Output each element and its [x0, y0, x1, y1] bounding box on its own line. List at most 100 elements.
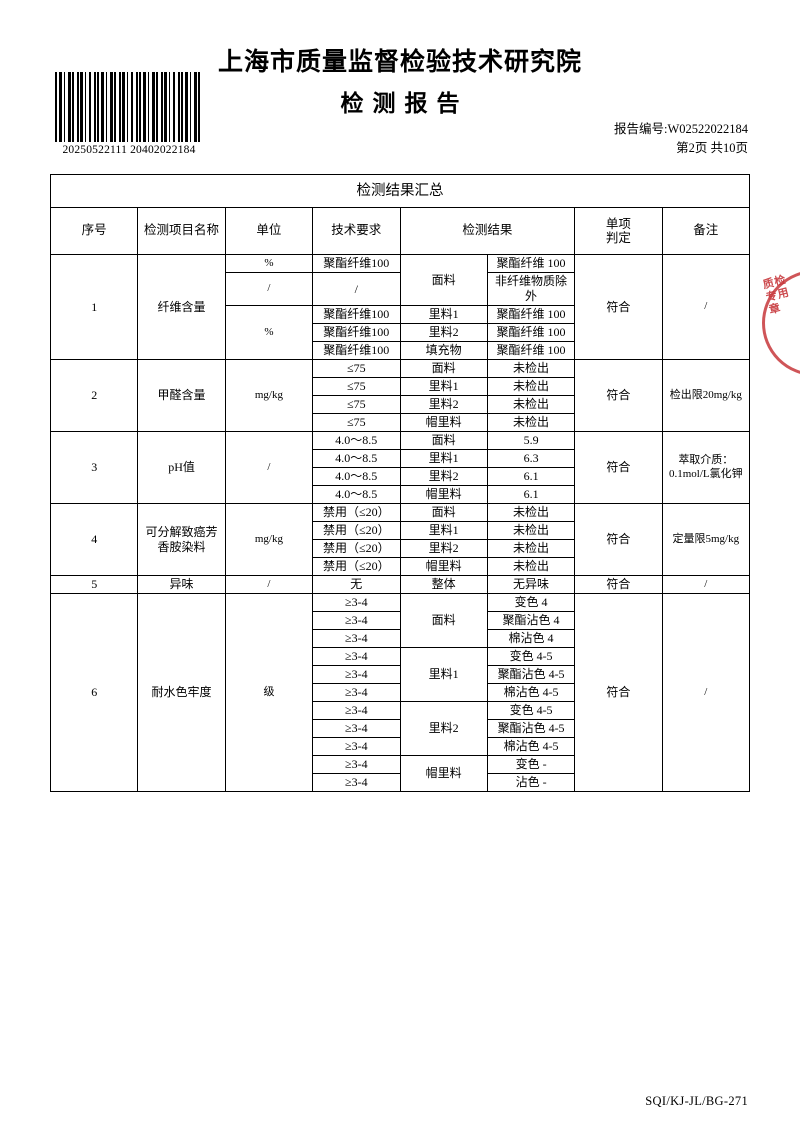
cell-requirement: ≥3-4: [312, 737, 401, 756]
cell-requirement: 禁用（≤20）: [312, 521, 401, 540]
cell-unit: mg/kg: [224, 359, 314, 432]
cell-part: 里料1: [399, 377, 488, 396]
cell-part: 面料: [399, 431, 488, 450]
cell-unit: /: [224, 575, 314, 594]
cell-part: 帽里料: [399, 413, 488, 432]
seal-ring: [762, 270, 800, 374]
cell-remark: /: [661, 575, 751, 594]
table-row: 4.0～8.5 里料1 6.3: [51, 449, 750, 468]
cell-result: 6.1: [486, 467, 576, 486]
cell-result: 6.1: [486, 485, 576, 504]
cell-result: 变色 -: [486, 755, 576, 774]
cell-result: 棉沾色 4-5: [486, 683, 576, 702]
cell-result: 6.3: [486, 449, 576, 468]
cell-part: 面料: [399, 254, 488, 306]
cell-part: 面料: [399, 593, 488, 648]
cell-remark: 检出限20mg/kg: [661, 359, 751, 432]
column-header-judgement: 单项 判定: [574, 207, 663, 255]
cell-part: 里料1: [399, 647, 488, 702]
table-row: 禁用（≤20） 帽里料 未检出: [51, 557, 750, 576]
table-row: ≥3-4 聚酯沾色 4-5: [51, 719, 750, 738]
cell-requirement: 4.0～8.5: [312, 485, 401, 504]
cell-result: 未检出: [486, 503, 576, 522]
cell-result: 未检出: [486, 539, 576, 558]
cell-remark: /: [661, 593, 751, 792]
barcode-image: [55, 72, 203, 142]
cell-no: 1: [49, 254, 139, 360]
column-header-unit: 单位: [224, 207, 314, 255]
cell-part: 里料1: [399, 305, 488, 324]
cell-remark: 萃取介质：0.1mol/L氯化钾: [661, 431, 751, 504]
form-code: SQI/KJ-JL/BG-271: [645, 1094, 748, 1108]
test-results-table: 检测结果汇总 序号 检测项目名称 单位 技术要求 检测结果 单项 判定 备注 1 纤维含量% 聚酯纤维…: [49, 174, 751, 792]
cell-requirement: ≥3-4: [312, 683, 401, 702]
report-number: 报告编号:W02522022184: [613, 122, 748, 136]
cell-result: 变色 4-5: [486, 647, 576, 666]
cell-part: 里料2: [399, 701, 488, 756]
cell-part: 里料2: [399, 539, 488, 558]
judgement-label-line2: 判定: [605, 231, 631, 245]
table-row: 2 甲醛含量 mg/kg ≤75 面料 未检出 符合 检出限20mg/kg: [49, 359, 751, 432]
cell-result: 5.9: [486, 431, 576, 450]
cell-result: 聚酯纤维 100: [486, 305, 576, 324]
barcode-block: 20250522111 20402022184: [55, 72, 203, 156]
cell-requirement: 聚酯纤维100: [312, 323, 401, 342]
table-caption-row: 检测结果汇总: [50, 174, 750, 208]
column-header-requirement: 技术要求: [312, 207, 401, 255]
table-row: ≥3-4 帽里料 变色 -: [51, 755, 750, 792]
cell-result: 沾色 -: [486, 773, 576, 792]
cell-result: 聚酯纤维 100: [486, 254, 576, 273]
cell-result: 未检出: [486, 413, 576, 432]
cell-requirement: ≥3-4: [312, 629, 401, 648]
table-caption: 检测结果汇总: [50, 174, 750, 208]
table-row: 5 异味 / 无整体 无异味 符合 /: [49, 575, 751, 594]
table-row: ≥3-4 聚酯沾色 4-5: [51, 665, 750, 684]
cell-requirement: ≤75: [312, 395, 401, 414]
cell-unit: 级: [224, 593, 314, 792]
cell-result: 未检出: [486, 557, 576, 576]
cell-requirement: 4.0～8.5: [312, 467, 401, 486]
official-seal-stamp: 质检专用章: [756, 266, 800, 374]
judgement-label-line1: 单项: [605, 216, 631, 231]
barcode-number: 20250522111 20402022184: [62, 144, 196, 156]
cell-requirement: ≥3-4: [312, 593, 401, 612]
cell-requirement: 聚酯纤维100: [312, 254, 401, 273]
cell-judgement: 符合: [574, 503, 663, 576]
table-row: ≤75 里料1 未检出: [51, 377, 750, 396]
column-header-item: 检测项目名称: [137, 207, 226, 255]
cell-part: 面料: [399, 359, 488, 378]
cell-result: 棉沾色 4: [486, 629, 576, 648]
cell-result: 聚酯沾色 4-5: [486, 719, 576, 738]
cell-part: 帽里料: [399, 557, 488, 576]
cell-requirement: 4.0～8.5: [312, 431, 401, 450]
cell-item: 异味: [137, 575, 226, 594]
table-row: 1 纤维含量% 聚酯纤维100 面料 聚酯纤维 100 符合 /: [49, 254, 751, 360]
column-header-result: 检测结果: [399, 207, 576, 255]
cell-part: 面料: [399, 503, 488, 522]
cell-requirement: 4.0～8.5: [312, 449, 401, 468]
cell-item: pH值: [137, 431, 226, 504]
cell-unit: /: [224, 272, 314, 306]
cell-requirement: ≤75: [312, 359, 401, 378]
cell-result: 未检出: [486, 395, 576, 414]
cell-part: 里料2: [399, 323, 488, 342]
table-row: 4 可分解致癌芳香胺染料 mg/kg 禁用（≤20） 面料 未检出 符合 定量限5mg/kg: [49, 503, 751, 576]
cell-requirement: ≥3-4: [312, 611, 401, 630]
cell-requirement: 无: [312, 575, 401, 594]
table-row: ≥3-4 沾色 -: [51, 773, 750, 792]
document-title: 检测报告: [340, 91, 469, 116]
page-indicator: 第2页 共10页: [676, 141, 748, 155]
table-row: % 聚酯纤维100 里料1 聚酯纤维 100: [51, 305, 750, 360]
table-row: ≤75 帽里料 未检出: [51, 413, 750, 432]
cell-remark: 定量限5mg/kg: [661, 503, 751, 576]
table-row: ≥3-4 棉沾色 4-5: [51, 683, 750, 702]
cell-judgement: 符合: [574, 359, 663, 432]
cell-part: 里料2: [399, 467, 488, 486]
cell-requirement: 禁用（≤20）: [312, 539, 401, 558]
cell-result: 聚酯沾色 4: [486, 611, 576, 630]
cell-judgement: 符合: [574, 254, 663, 360]
cell-result: 聚酯纤维 100: [486, 323, 576, 342]
cell-requirement: ≥3-4: [312, 701, 401, 720]
cell-no: 6: [49, 593, 139, 792]
